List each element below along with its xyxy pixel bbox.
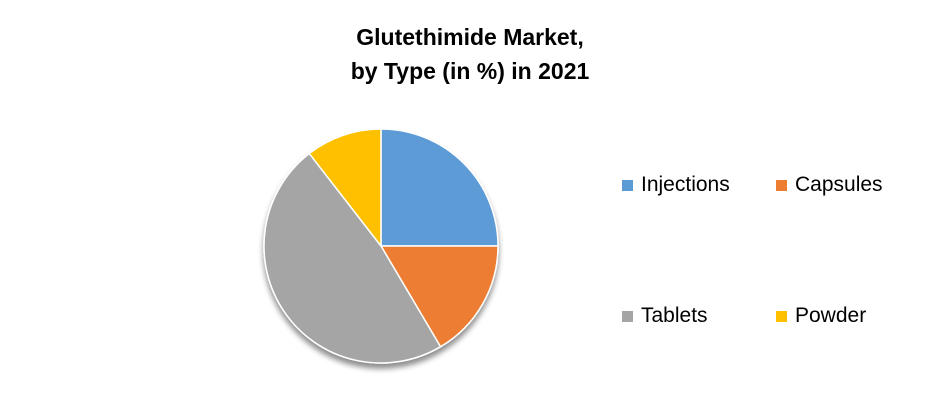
chart-title-line-2: by Type (in %) in 2021 [350,58,590,84]
legend-swatch-injections [622,179,633,191]
legend-swatch-powder [776,310,787,322]
legend-swatch-capsules [776,179,787,191]
pie-slice-capsules [379,245,499,348]
pie-slice-injections [380,128,499,247]
legend-label-tablets: Tablets [641,304,708,327]
legend-item-powder: Powder [776,304,866,328]
legend-item-injections: Injections [622,173,730,197]
pie-slice-powder [308,128,382,249]
legend-label-injections: Injections [641,173,730,196]
legend-label-capsules: Capsules [795,173,883,196]
legend-item-tablets: Tablets [622,304,708,328]
pie-slice-tablets [263,152,442,364]
chart-title-line-1: Glutethimide Market, [356,24,584,50]
legend-swatch-tablets [622,310,633,322]
legend-label-powder: Powder [795,304,867,327]
legend-item-capsules: Capsules [776,173,883,197]
chart-title: Glutethimide Market, by Type (in %) in 2… [0,20,940,88]
